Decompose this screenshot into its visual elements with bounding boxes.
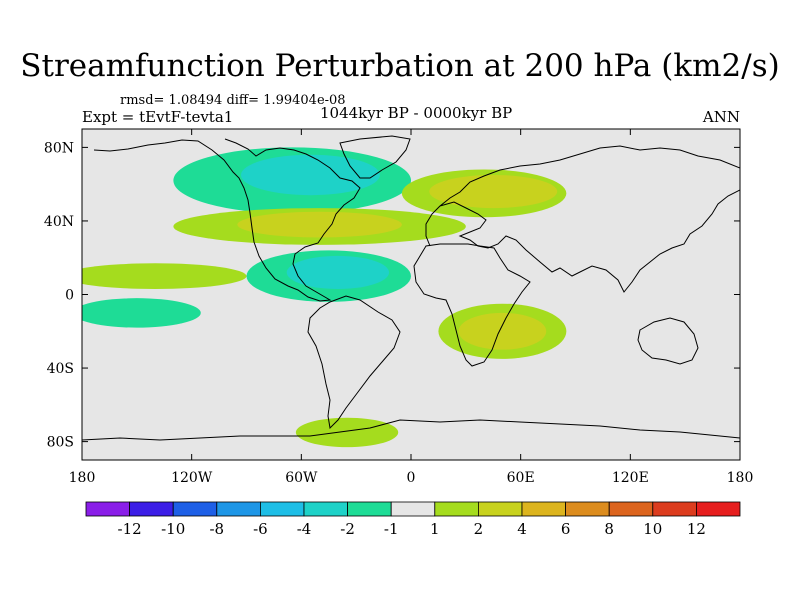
season-label: ANN [702, 108, 740, 126]
colorbar-label: -8 [209, 520, 224, 538]
colorbar-swatch [652, 501, 697, 517]
chart-title: Streamfunction Perturbation at 200 hPa (… [20, 48, 780, 84]
period-label: 1044kyr BP - 0000kyr BP [320, 104, 513, 122]
rmsd-diff-stats: rmsd= 1.08494 diff= 1.99404e-08 [120, 93, 346, 108]
coastline-australia [637, 317, 699, 365]
region-pacific-negative [82, 298, 201, 328]
colorbar-swatch [347, 501, 392, 517]
colorbar-swatch [434, 501, 479, 517]
colorbar-label: -1 [384, 520, 399, 538]
colorbar-label: 4 [517, 520, 527, 538]
coastline-south-america [307, 295, 401, 430]
x-tick-label: 60E [507, 470, 535, 486]
colorbar-swatch [172, 501, 218, 517]
y-tick-label: 40N [44, 214, 74, 230]
coastline-north-america [93, 138, 361, 302]
colorbar-swatch [303, 501, 348, 517]
y-tick-label: 0 [65, 288, 74, 304]
x-tick-label: 120E [612, 470, 649, 486]
coastline-greenland [339, 135, 411, 179]
colorbar-swatch [521, 501, 566, 517]
x-tick-label: 180 [727, 470, 754, 486]
colorbar-label: -10 [161, 520, 185, 538]
coastline-europe-asia [425, 145, 740, 293]
region-midlatitude-atlantic-positive-core [237, 211, 402, 238]
colorbar-swatch [216, 501, 261, 517]
field-regions [82, 147, 567, 448]
colorbar-swatch [608, 501, 654, 517]
colorbar-label: 12 [687, 520, 706, 538]
colorbar-swatch [390, 501, 436, 517]
coastline-antarctica [82, 419, 740, 441]
colorbar-label: 2 [474, 520, 484, 538]
colorbar: -12 -10 -8 -6 -4 -2 -1 1 2 4 6 8 10 12 [85, 501, 741, 538]
y-axis-ticks: 80N 40N 0 40S 80S [44, 140, 740, 451]
y-tick-label: 80N [44, 140, 74, 156]
x-tick-label: 60W [285, 470, 318, 486]
coastline-africa [413, 243, 531, 367]
colorbar-swatch [565, 501, 610, 517]
experiment-label: Expt = tEvtF-tevta1 [82, 108, 234, 126]
colorbar-label: -6 [253, 520, 268, 538]
x-tick-label: 180 [69, 470, 96, 486]
colorbar-label: 8 [604, 520, 614, 538]
colorbar-label: -4 [297, 520, 312, 538]
colorbar-swatch [85, 501, 130, 517]
region-eurasia-positive-core [429, 174, 558, 209]
region-central-atlantic-negative-core [286, 255, 390, 289]
x-tick-label: 120W [171, 470, 213, 486]
colorbar-label: 1 [430, 520, 440, 538]
region-north-america-positive [82, 263, 247, 289]
y-tick-label: 40S [47, 361, 74, 377]
colorbar-label: -2 [340, 520, 355, 538]
colorbar-swatch [259, 501, 305, 517]
colorbar-label: -12 [118, 520, 142, 538]
colorbar-swatch [696, 501, 741, 517]
x-axis-ticks: 180 120W 60W 0 60E 120E 180 [69, 129, 754, 486]
colorbar-label: 6 [561, 520, 571, 538]
colorbar-swatch [129, 501, 174, 517]
x-tick-label: 0 [407, 470, 416, 486]
colorbar-label: 10 [643, 520, 662, 538]
y-tick-label: 80S [47, 435, 74, 451]
region-north-atlantic-negative-core [241, 154, 380, 196]
region-antarctic-positive [295, 417, 399, 448]
region-south-atlantic-positive-core [458, 312, 547, 350]
coastlines [82, 135, 740, 441]
colorbar-swatch [477, 501, 523, 517]
